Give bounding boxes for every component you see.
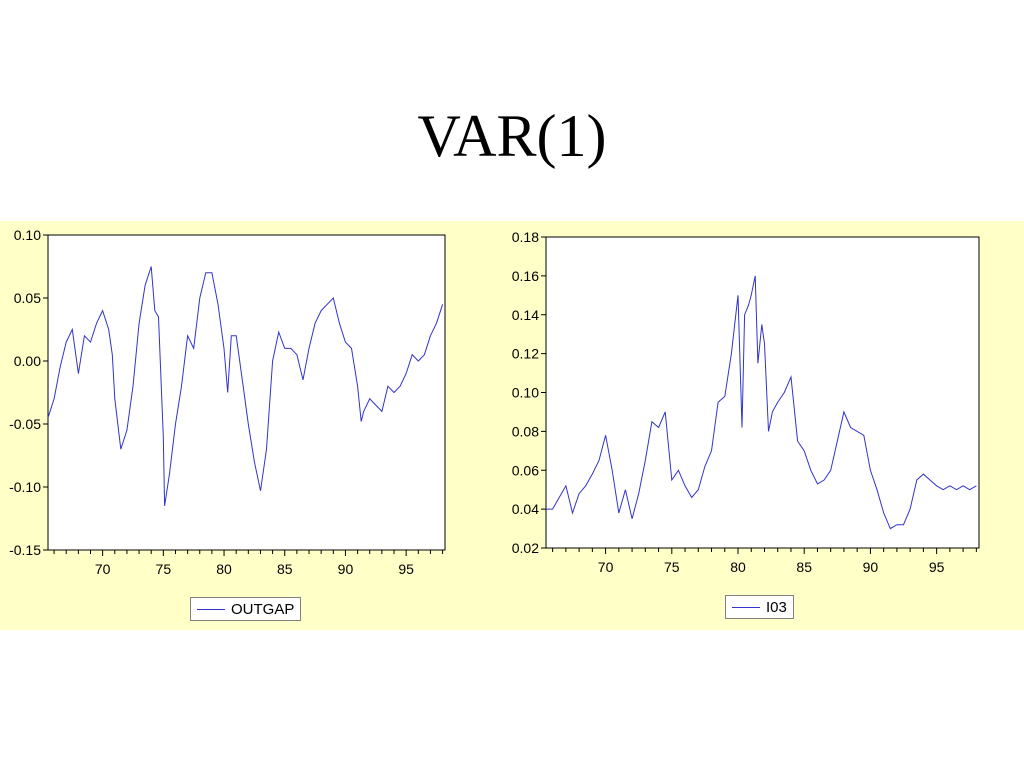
x-tick-label: 80 bbox=[216, 561, 232, 577]
chart-panel-outgap: 0.10 0.05 0.00 -0.05 -0.10 -0.15 70 75 80 85 90 95 … bbox=[0, 221, 494, 630]
chart-outgap: 0.10 0.05 0.00 -0.05 -0.10 -0.15 70 75 80 85 90 95 bbox=[9, 227, 446, 577]
legend-label-outgap: OUTGAP bbox=[231, 600, 295, 618]
chart-i03: 0.18 0.16 0.14 0.12 0.10 0.08 0.06 0.04 0.02 70 75… bbox=[512, 229, 980, 575]
x-tick-label: 75 bbox=[664, 559, 680, 575]
x-tick-label: 70 bbox=[598, 559, 614, 575]
y-tick-label: 0.16 bbox=[512, 268, 539, 284]
plot-area bbox=[545, 236, 980, 549]
x-tick-label: 75 bbox=[156, 561, 172, 577]
legend-label-i03: I03 bbox=[766, 598, 787, 616]
x-tick-label: 95 bbox=[929, 559, 945, 575]
y-tick-label: 0.02 bbox=[512, 540, 539, 556]
y-tick-label: 0.14 bbox=[512, 307, 539, 323]
y-tick-label: 0.18 bbox=[512, 229, 539, 245]
x-tick-label: 70 bbox=[95, 561, 111, 577]
chart-legend-i03: I03 bbox=[725, 595, 794, 619]
y-tick-label: 0.10 bbox=[14, 227, 41, 243]
series-line-i03 bbox=[546, 275, 977, 530]
x-tick-label: 85 bbox=[796, 559, 812, 575]
y-tick-label: 0.05 bbox=[14, 290, 41, 306]
y-tick-label: 0.10 bbox=[512, 385, 539, 401]
chart-legend-outgap: OUTGAP bbox=[190, 597, 302, 621]
y-tick-label: 0.04 bbox=[512, 501, 539, 517]
x-tick-label: 85 bbox=[277, 561, 293, 577]
slide-title: VAR(1) bbox=[417, 103, 607, 169]
y-tick-label: 0.12 bbox=[512, 346, 539, 362]
x-tick-label: 90 bbox=[863, 559, 879, 575]
x-tick-label: 95 bbox=[398, 561, 414, 577]
x-tick-label: 90 bbox=[338, 561, 354, 577]
y-tick-label: -0.10 bbox=[9, 479, 41, 495]
y-tick-label: 0.00 bbox=[14, 353, 41, 369]
y-tick-label: -0.15 bbox=[9, 542, 41, 558]
chart-panel-i03: 0.18 0.16 0.14 0.12 0.10 0.08 0.06 0.04 0.02 70 75… bbox=[494, 221, 1024, 630]
legend-swatch-line bbox=[732, 606, 760, 608]
y-tick-label: 0.06 bbox=[512, 462, 539, 478]
y-tick-label: 0.08 bbox=[512, 423, 539, 439]
series-line-outgap bbox=[47, 266, 444, 506]
x-tick-label: 80 bbox=[730, 559, 746, 575]
legend-swatch-line bbox=[197, 608, 225, 610]
plot-area bbox=[47, 234, 446, 551]
y-tick-label: -0.05 bbox=[9, 416, 41, 432]
